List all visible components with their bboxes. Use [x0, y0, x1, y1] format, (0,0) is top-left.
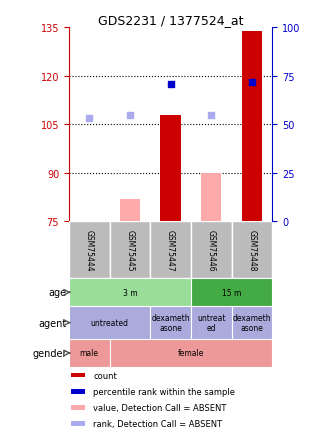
Title: GDS2231 / 1377524_at: GDS2231 / 1377524_at	[98, 14, 243, 27]
Bar	[201, 174, 221, 222]
Bar	[191, 279, 272, 307]
Text: age: age	[49, 288, 67, 298]
Text: value, Detection Call = ABSENT: value, Detection Call = ABSENT	[93, 403, 227, 412]
Point	[127, 112, 132, 119]
Bar	[232, 222, 272, 279]
Bar	[150, 307, 191, 339]
Text: GSM75446: GSM75446	[207, 230, 216, 271]
Bar	[160, 115, 181, 222]
Point	[87, 115, 92, 122]
Point	[249, 79, 254, 86]
Text: agent: agent	[38, 318, 67, 328]
Text: 3 m: 3 m	[123, 288, 137, 297]
Text: GSM75444: GSM75444	[85, 230, 94, 271]
Point	[168, 81, 173, 88]
Bar	[150, 222, 191, 279]
Bar	[232, 307, 272, 339]
Bar	[69, 222, 110, 279]
Bar	[110, 222, 150, 279]
Text: GSM75445: GSM75445	[126, 230, 134, 271]
Text: male: male	[80, 349, 99, 358]
Bar	[69, 339, 110, 367]
Text: percentile rank within the sample: percentile rank within the sample	[93, 387, 235, 396]
Bar	[71, 405, 85, 410]
Bar	[71, 389, 85, 394]
Text: untreat
ed: untreat ed	[197, 313, 226, 332]
Text: untreated: untreated	[90, 319, 129, 327]
Bar	[69, 279, 191, 307]
Bar	[242, 31, 262, 222]
Text: 15 m: 15 m	[222, 288, 241, 297]
Text: GSM75447: GSM75447	[166, 230, 175, 271]
Bar	[69, 307, 150, 339]
Bar	[120, 199, 140, 222]
Text: gender: gender	[32, 348, 67, 358]
Text: dexameth
asone: dexameth asone	[151, 313, 190, 332]
Bar	[71, 421, 85, 426]
Text: female: female	[178, 349, 204, 358]
Text: GSM75448: GSM75448	[248, 230, 256, 271]
Bar	[191, 307, 232, 339]
Text: count: count	[93, 371, 117, 380]
Text: dexameth
asone: dexameth asone	[233, 313, 271, 332]
Bar	[71, 373, 85, 378]
Text: rank, Detection Call = ABSENT: rank, Detection Call = ABSENT	[93, 419, 223, 428]
Point	[209, 112, 214, 119]
Bar	[110, 339, 272, 367]
Bar	[191, 222, 232, 279]
